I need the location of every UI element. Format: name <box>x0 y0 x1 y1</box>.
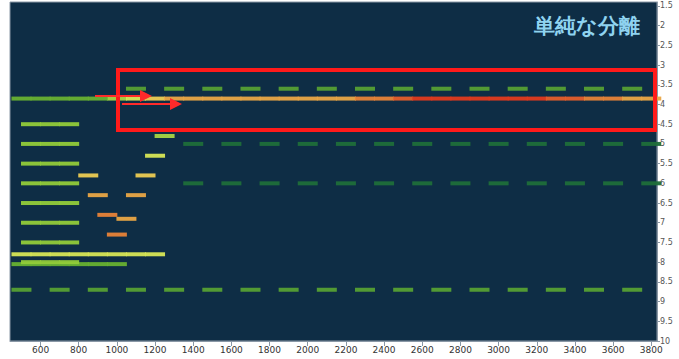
svg-text:10: 10 <box>660 336 671 346</box>
svg-text:1.5: 1.5 <box>660 1 673 10</box>
svg-text:2600: 2600 <box>411 345 434 355</box>
svg-text:3: 3 <box>660 61 665 70</box>
svg-text:4.5: 4.5 <box>660 120 673 129</box>
svg-text:2400: 2400 <box>373 345 396 355</box>
svg-text:5: 5 <box>660 139 666 149</box>
svg-text:6.5: 6.5 <box>660 199 673 208</box>
svg-text:5.5: 5.5 <box>660 159 673 168</box>
svg-text:6: 6 <box>660 178 666 188</box>
svg-text:1600: 1600 <box>220 345 243 355</box>
svg-text:3400: 3400 <box>563 345 586 355</box>
svg-text:3600: 3600 <box>602 345 625 355</box>
svg-text:2800: 2800 <box>449 345 472 355</box>
svg-text:9.5: 9.5 <box>660 317 673 326</box>
svg-text:600: 600 <box>32 345 49 355</box>
svg-text:1000: 1000 <box>105 345 128 355</box>
svg-text:4: 4 <box>660 100 665 109</box>
svg-text:9: 9 <box>660 297 665 306</box>
svg-text:3000: 3000 <box>487 345 510 355</box>
svg-text:2200: 2200 <box>334 345 357 355</box>
svg-text:2.5: 2.5 <box>660 41 673 50</box>
svg-text:3800: 3800 <box>640 345 663 355</box>
svg-text:7: 7 <box>660 218 665 227</box>
svg-text:8.5: 8.5 <box>660 277 673 286</box>
svg-text:3.5: 3.5 <box>660 80 673 89</box>
svg-text:7.5: 7.5 <box>660 238 673 247</box>
svg-text:800: 800 <box>70 345 87 355</box>
svg-text:2000: 2000 <box>296 345 319 355</box>
svg-text:1200: 1200 <box>144 345 167 355</box>
svg-text:1800: 1800 <box>258 345 281 355</box>
svg-text:8: 8 <box>660 258 665 267</box>
svg-text:1400: 1400 <box>182 345 205 355</box>
svg-text:2: 2 <box>660 21 665 30</box>
svg-text:単純な分離: 単純な分離 <box>533 14 640 38</box>
svg-text:3200: 3200 <box>525 345 548 355</box>
